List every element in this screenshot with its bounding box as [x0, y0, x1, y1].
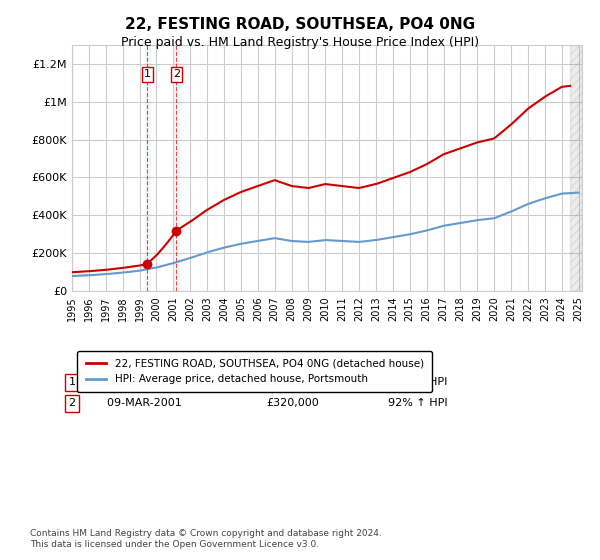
22, FESTING ROAD, SOUTHSEA, PO4 0NG (detached house)	[364, 183, 371, 189]
HPI: Average price, detached house, Portsmouth: (2e+03, 8e+04): Average price, detached house, Portsmout…	[68, 273, 76, 279]
Text: 2: 2	[173, 69, 180, 80]
Text: 1: 1	[144, 69, 151, 80]
HPI: Average price, detached house, Portsmouth: (2.02e+03, 5.2e+05): Average price, detached house, Portsmout…	[575, 189, 582, 196]
Text: 2: 2	[68, 398, 76, 408]
Text: 15% ↑ HPI: 15% ↑ HPI	[388, 377, 448, 388]
22, FESTING ROAD, SOUTHSEA, PO4 0NG (detached house)	[520, 110, 527, 116]
Text: £320,000: £320,000	[266, 398, 319, 408]
Text: £145,000: £145,000	[266, 377, 319, 388]
Text: Contains HM Land Registry data © Crown copyright and database right 2024.
This d: Contains HM Land Registry data © Crown c…	[30, 529, 382, 549]
Text: Price paid vs. HM Land Registry's House Price Index (HPI): Price paid vs. HM Land Registry's House …	[121, 36, 479, 49]
Bar	[570, 45, 582, 291]
Text: 22, FESTING ROAD, SOUTHSEA, PO4 0NG: 22, FESTING ROAD, SOUTHSEA, PO4 0NG	[125, 17, 475, 32]
22, FESTING ROAD, SOUTHSEA, PO4 0NG (detached house)	[566, 82, 574, 89]
Bar	[174, 45, 179, 291]
Line: 22, FESTING ROAD, SOUTHSEA, PO4 0NG (detached house): 22, FESTING ROAD, SOUTHSEA, PO4 0NG (det…	[72, 86, 570, 272]
Legend: 22, FESTING ROAD, SOUTHSEA, PO4 0NG (detached house), HPI: Average price, detach: 22, FESTING ROAD, SOUTHSEA, PO4 0NG (det…	[77, 351, 432, 393]
22, FESTING ROAD, SOUTHSEA, PO4 0NG (detached house)	[373, 180, 380, 187]
HPI: Average price, detached house, Portsmouth: (2e+03, 1.04e+05): Average price, detached house, Portsmout…	[130, 268, 137, 275]
HPI: Average price, detached house, Portsmouth: (2.02e+03, 3.36e+05): Average price, detached house, Portsmout…	[434, 224, 441, 231]
22, FESTING ROAD, SOUTHSEA, PO4 0NG (detached house)	[365, 183, 372, 189]
Bar	[145, 45, 150, 291]
HPI: Average price, detached house, Portsmouth: (2.02e+03, 3.4e+05): Average price, detached house, Portsmout…	[437, 223, 444, 230]
HPI: Average price, detached house, Portsmouth: (2.01e+03, 2.83e+05): Average price, detached house, Portsmout…	[387, 234, 394, 241]
22, FESTING ROAD, SOUTHSEA, PO4 0NG (detached house)	[68, 269, 76, 276]
HPI: Average price, detached house, Portsmouth: (2.01e+03, 2.78e+05): Average price, detached house, Portsmout…	[269, 235, 276, 242]
Text: 92% ↑ HPI: 92% ↑ HPI	[388, 398, 448, 408]
22, FESTING ROAD, SOUTHSEA, PO4 0NG (detached house)	[70, 269, 77, 276]
Text: 1: 1	[68, 377, 76, 388]
Line: HPI: Average price, detached house, Portsmouth: HPI: Average price, detached house, Port…	[72, 193, 578, 276]
HPI: Average price, detached house, Portsmouth: (2e+03, 2.45e+05): Average price, detached house, Portsmout…	[233, 241, 241, 248]
Text: 18-JUN-1999: 18-JUN-1999	[100, 377, 178, 388]
22, FESTING ROAD, SOUTHSEA, PO4 0NG (detached house)	[488, 136, 496, 142]
Text: 09-MAR-2001: 09-MAR-2001	[100, 398, 182, 408]
